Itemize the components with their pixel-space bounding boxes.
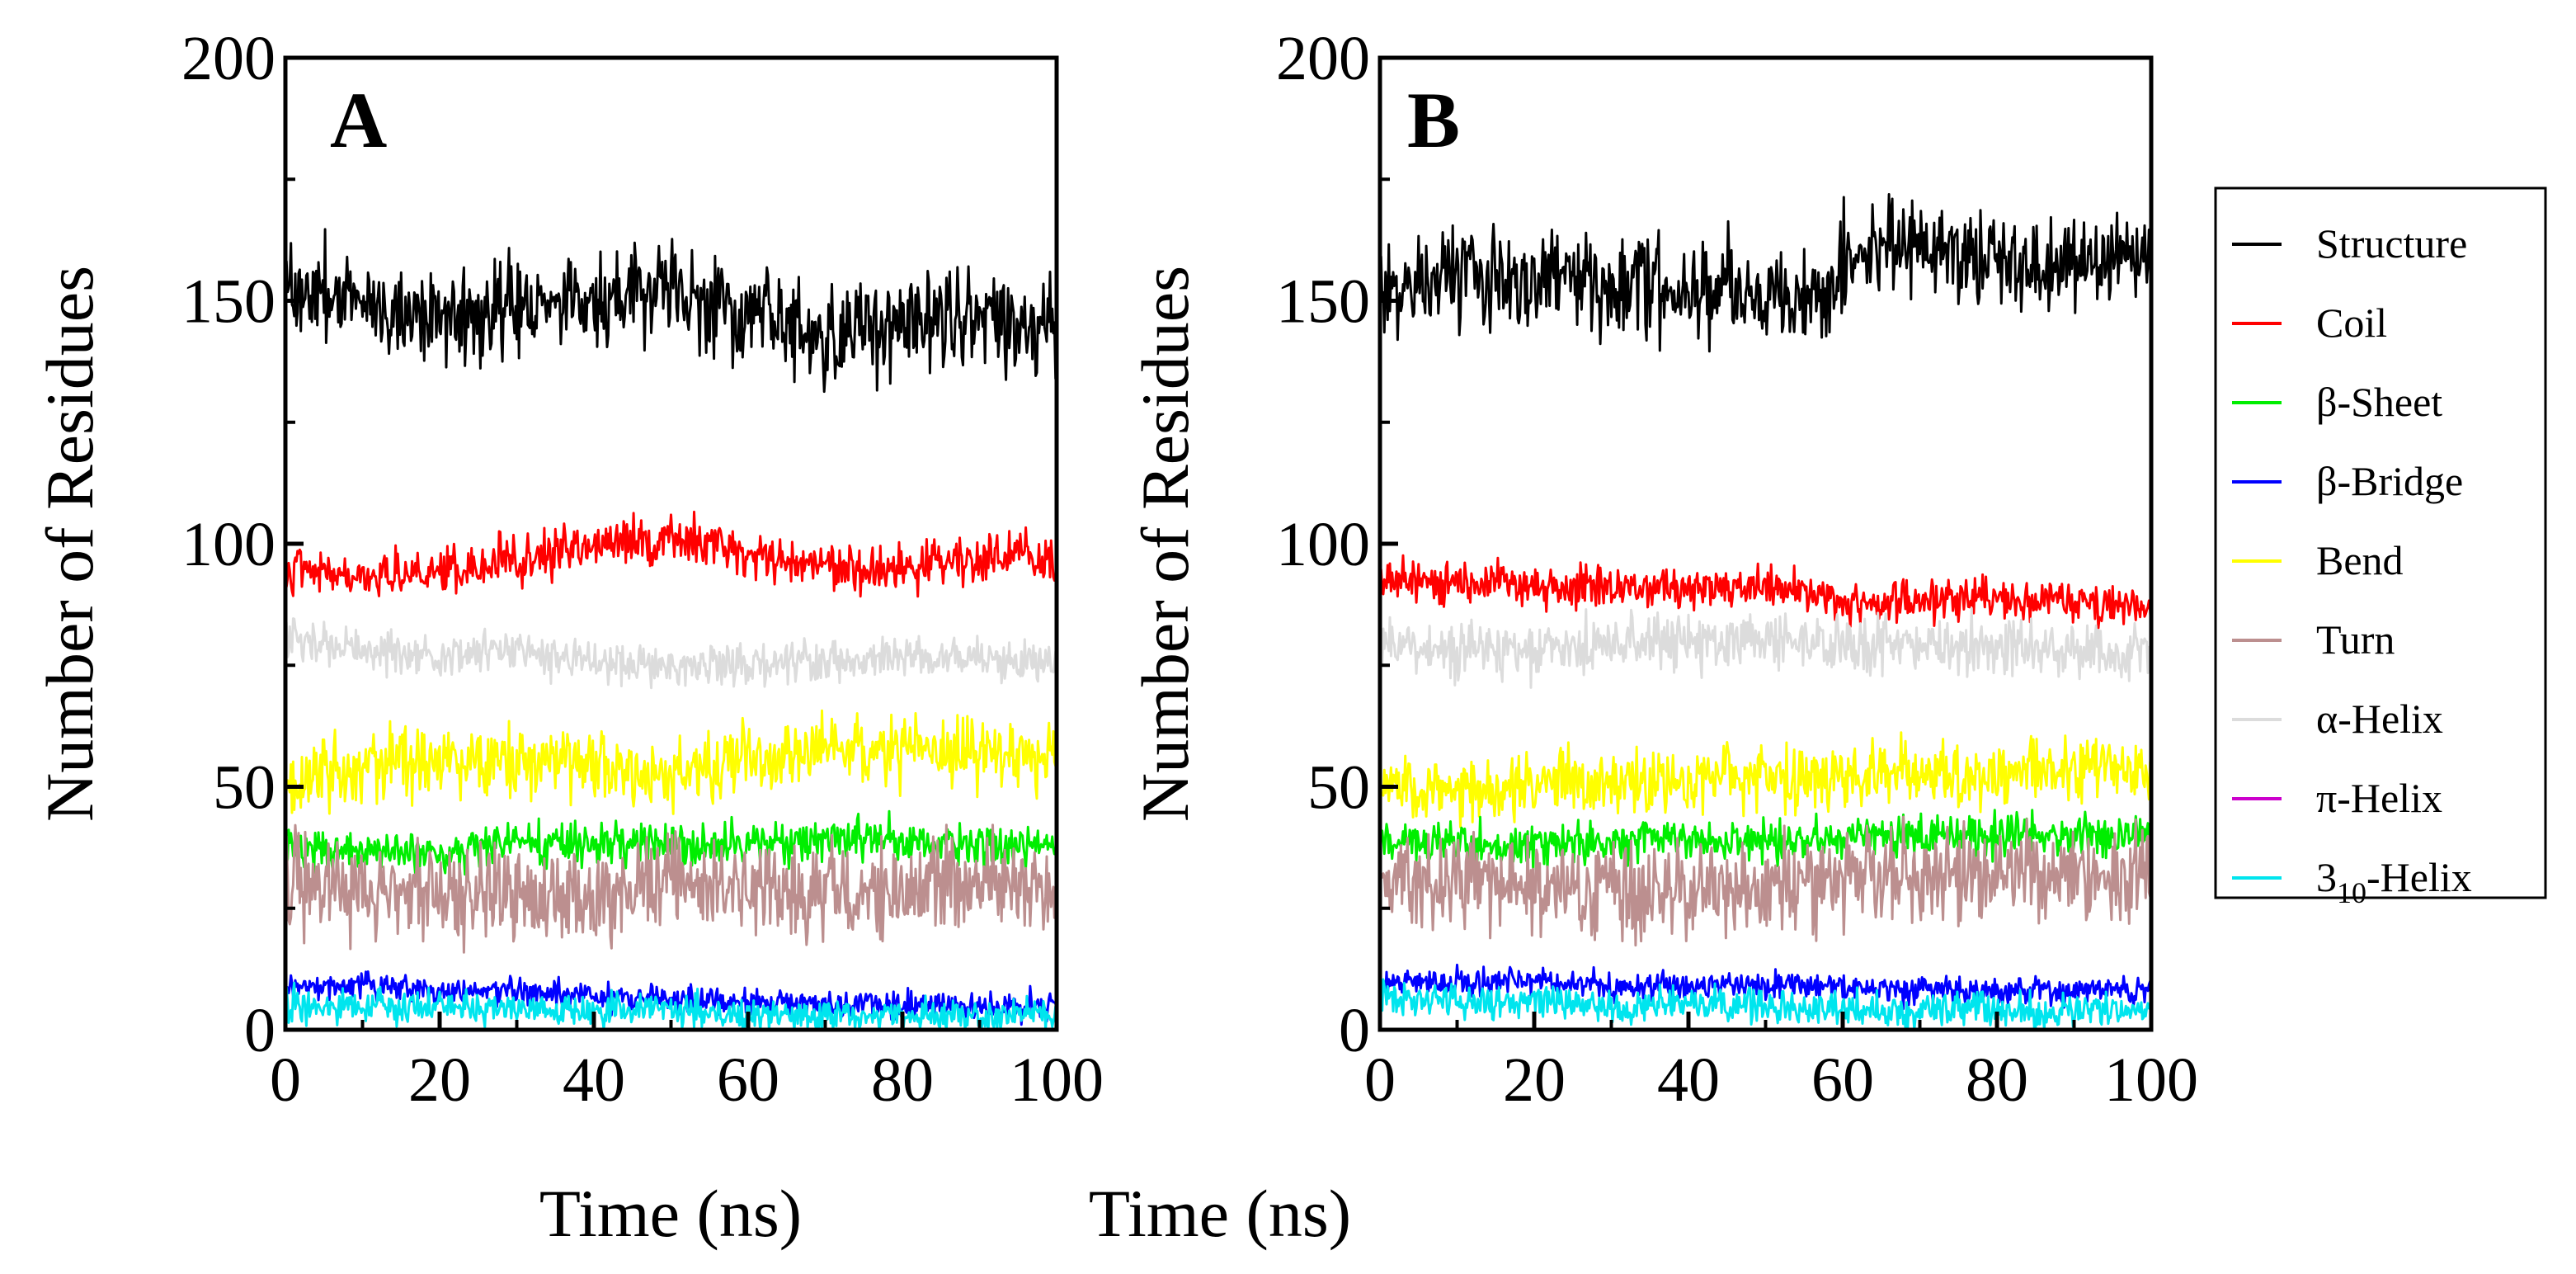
legend: Structure Coil β-Sheet β-Bridge Bend Turn α-He… (2214, 186, 2547, 909)
y-tick-label: 0 (1339, 996, 1370, 1065)
series-coil-trace (284, 510, 1058, 598)
plot-area-b (1378, 193, 2153, 1031)
legend-label: π-Helix (2316, 775, 2442, 821)
y-axis-title-a: Number of Residues (32, 266, 107, 822)
ticks-a: 0 50 100 150 200 0 20 40 60 80 100 (181, 24, 1104, 1115)
plot-area-a (284, 228, 1058, 1031)
x-tick-label: 80 (871, 1045, 934, 1115)
legend-label: α-Helix (2316, 696, 2443, 742)
y-tick-label: 50 (1307, 753, 1370, 823)
series-sheet-trace (1378, 809, 2153, 872)
y-tick-label: 200 (1276, 24, 1370, 93)
series-bend-trace (1378, 731, 2153, 828)
legend-items: Structure Coil β-Sheet β-Bridge Bend Turn α-He… (2232, 220, 2472, 909)
y-axis-title-b: Number of Residues (1128, 266, 1203, 822)
series-bridge-trace (1378, 963, 2153, 1011)
legend-label: 310-Helix (2316, 854, 2472, 909)
x-axis-title-b: Time (ns) (1089, 1176, 1351, 1251)
x-tick-label: 40 (563, 1045, 625, 1115)
series-helix-trace (284, 617, 1058, 690)
x-tick-label: 0 (270, 1045, 301, 1115)
y-tick-label: 100 (181, 510, 275, 579)
y-tick-label: 150 (181, 267, 275, 337)
panel-label-a: A (330, 76, 387, 164)
x-tick-label: 80 (1966, 1045, 2028, 1115)
series-structure-trace (1378, 193, 2153, 353)
series-turn-trace (284, 823, 1058, 954)
series-310-helix-trace (284, 981, 1058, 1031)
legend-label: Structure (2316, 220, 2467, 267)
x-tick-label: 60 (1811, 1045, 1874, 1115)
legend-label: β-Sheet (2316, 379, 2442, 425)
x-tick-label: 100 (2104, 1045, 2198, 1115)
series-310-helix-trace (1378, 978, 2153, 1031)
legend-label: Bend (2316, 537, 2404, 583)
x-tick-label: 0 (1364, 1045, 1396, 1115)
x-tick-label: 20 (408, 1045, 471, 1115)
y-tick-label: 0 (244, 996, 275, 1065)
ticks-b: 0 50 100 150 200 0 20 40 60 80 100 (1276, 24, 2198, 1115)
panel-a: 0 50 100 150 200 0 20 40 60 80 100 A Time (ns) Num… (32, 24, 1104, 1251)
series-coil-trace (1378, 554, 2153, 632)
legend-label: Coil (2316, 300, 2387, 346)
x-tick-label: 60 (717, 1045, 779, 1115)
series-turn-trace (1378, 815, 2153, 947)
series-bend-trace (284, 709, 1058, 815)
legend-box (2214, 186, 2547, 899)
panel-b: 0 50 100 150 200 0 20 40 60 80 100 B Time (ns) Num… (1089, 24, 2198, 1251)
y-tick-label: 200 (181, 24, 275, 93)
y-tick-label: 150 (1276, 267, 1370, 337)
x-tick-label: 20 (1503, 1045, 1566, 1115)
series-helix-trace (1378, 606, 2153, 689)
x-axis-title-a: Time (ns) (539, 1176, 802, 1251)
panel-label-b: B (1407, 76, 1460, 164)
y-tick-label: 100 (1276, 510, 1370, 579)
y-tick-label: 50 (213, 753, 275, 823)
series-structure-trace (284, 228, 1058, 394)
x-tick-label: 100 (1010, 1045, 1104, 1115)
x-tick-label: 40 (1657, 1045, 1720, 1115)
legend-label: β-Bridge (2316, 458, 2463, 504)
legend-label: Turn (2316, 616, 2395, 663)
